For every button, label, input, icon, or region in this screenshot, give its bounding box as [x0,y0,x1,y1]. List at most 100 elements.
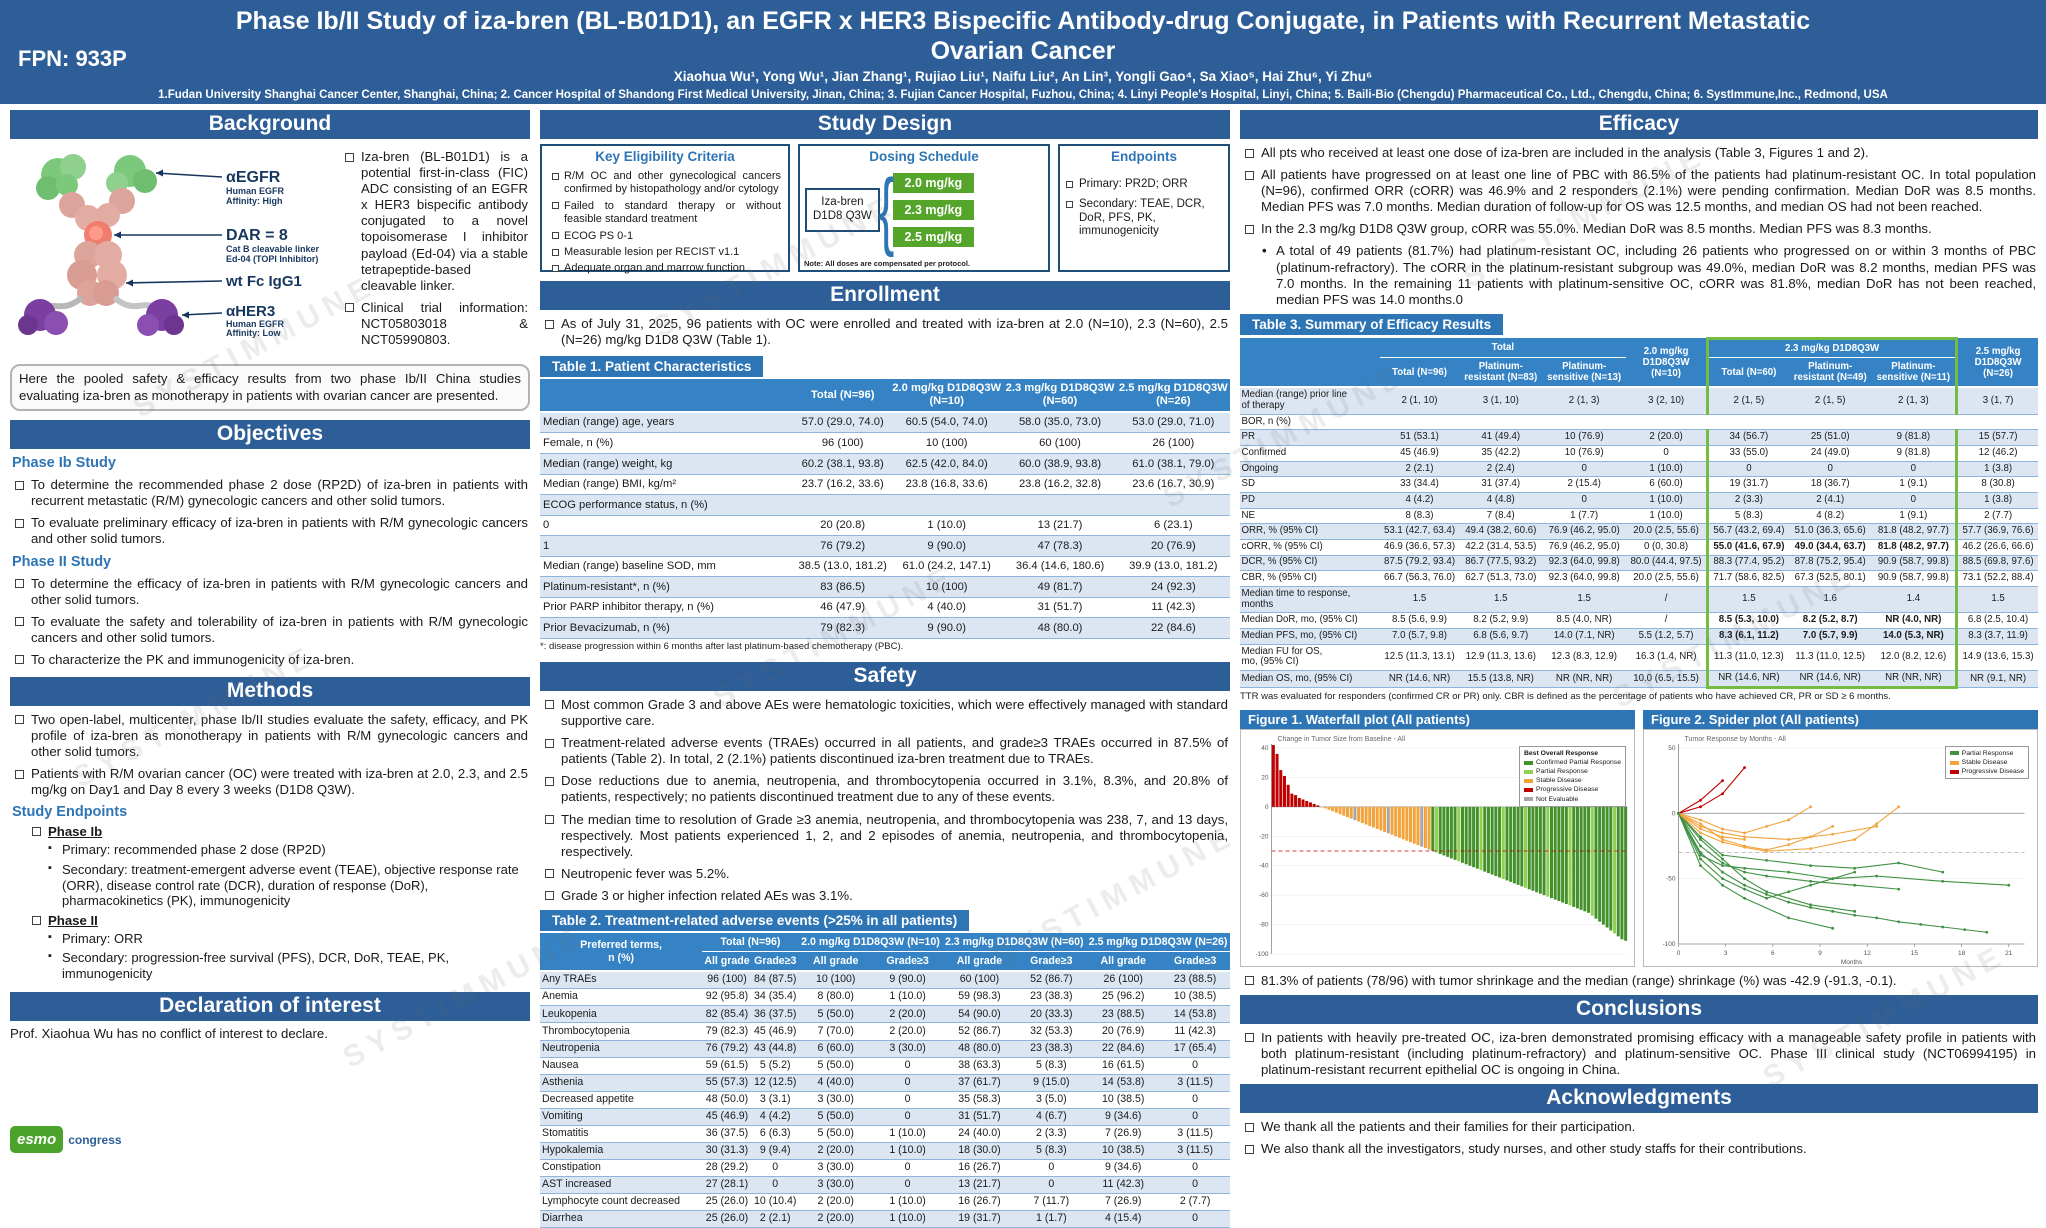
bullet-item: All patients have progressed on at least… [1242,167,2036,215]
endpoints-title: Endpoints [1111,149,1177,164]
figure2-caption: Figure 2. Spider plot (All patients) [1643,709,2038,729]
table-cell: 3 (11.5) [1160,1125,1230,1143]
table-cell: 10 (38.5) [1086,1091,1161,1109]
poster-title-line1: Phase Ib/II Study of iza-bren (BL-B01D1)… [235,7,1811,35]
table-cell: 32 (53.3) [1016,1022,1087,1041]
phase-ib-endpoints: Primary: recommended phase 2 dose (RP2D)… [48,842,530,908]
table-cell: 15.5 (13.8, NR) [1459,670,1543,688]
eligibility-box: Key Eligibility Criteria R/M OC and othe… [540,144,790,274]
table-cell: 3 (11.5) [1160,1142,1230,1160]
bullet-item: To evaluate preliminary efficacy of iza-… [12,515,528,547]
table-cell: 24 (49.0) [1788,445,1872,462]
dose-levels: 2.0 mg/kg 2.3 mg/kg 2.5 mg/kg [892,173,975,247]
middle-column: Study Design Key Eligibility Criteria R/… [540,110,1230,1228]
row-label: Leukopenia [540,1005,703,1024]
table-cell: 10 (38.5) [1086,1142,1161,1160]
table-cell: 12.9 (11.3, 13.6) [1459,644,1543,672]
table-cell: 5 (50.0) [798,1057,873,1075]
phase1b-study-subhead: Phase Ib Study [12,455,116,472]
table-row: PD 4 (4.2) 4 (4.8) 0 1 (10.0) 2 (3.3) 2 (4.1) 0… [1240,492,2038,509]
table-cell: 4 (6.7) [1016,1108,1087,1126]
table-cell: 76 (79.2) [795,535,891,557]
acknowledgments-section-header: Acknowledgments [1240,1084,2038,1114]
table-cell: 6.8 (5.6, 9.7) [1459,628,1543,645]
table-row: Constipation 28 (29.2) 0 3 (30.0) 0 16 (26.7)… [540,1159,1230,1177]
table-cell: NR (4.0, NR) [1871,612,1959,629]
table-cell: 6 (60.0) [798,1040,873,1058]
table-row: AST increased 27 (28.1) 0 3 (30.0) 0 13 (21.7… [540,1176,1230,1194]
bullet-item: Secondary: treatment-emergent adverse ev… [48,862,530,909]
table-cell: 1 (10.0) [890,515,1004,537]
table-cell: 92.3 (64.0, 99.8) [1542,570,1627,587]
table-cell: 2 (3.3) [1016,1125,1087,1143]
table-cell: 31 (51.7) [1003,597,1117,619]
table-cell: 3 (1, 7) [1956,387,2038,415]
table-cell: 49 (81.7) [1003,576,1117,598]
table-cell: 11.3 (11.0, 12.5) [1788,644,1872,672]
table-cell: 1 (10.0) [872,1210,943,1228]
legend-entry: Confirmed Partial Response [1523,758,1621,767]
table-row: Median FU for OS, mo, (95% CI) 12.5 (11.3… [1240,644,2038,672]
table-cell: 5 (8.3) [1016,1142,1087,1160]
row-label: Median (range) prior line of therapy [1240,387,1380,415]
table-cell: 1 (10.0) [1626,461,1708,478]
table-cell: 9 (15.0) [1016,1074,1087,1092]
row-label: ORR, % (95% CI) [1240,523,1380,540]
table-row: 0 20 (20.8) 1 (10.0) 13 (21.7) 6 (23.1) [540,515,1230,537]
table-cell: 2 (20.0) [798,1193,873,1211]
table-cell: 10 (76.9) [1542,445,1627,462]
column-header: Grade≥3 [751,951,799,973]
bullet-item: Secondary: TEAE, DCR, DoR, PFS, PK, immu… [1065,198,1223,239]
poster-title-line2: Ovarian Cancer [930,36,1116,65]
table-cell: 2 (20.0) [798,1142,873,1160]
table-cell: 14 (53.8) [1086,1074,1161,1092]
bullet-item: R/M OC and other gynecological cancers c… [549,170,781,197]
table1-title: Table 1. Patient Characteristics [540,356,764,378]
dosing-note: Note: All doses are compensated per prot… [804,259,971,268]
aher3-label: αHER3 [226,303,275,320]
study-endpoints-subhead: Study Endpoints [12,804,128,821]
endpoints-phase1b: Phase Ib Primary: recommended phase 2 do… [30,824,530,981]
dose-level-box: 2.3 mg/kg [892,200,975,220]
table-cell: 1 (1.7) [1016,1210,1087,1228]
table-cell: 0 [1160,1159,1230,1177]
efficacy-results-table: Total 2.0 mg/kg D1D8Q3W (N=10) 2.3 mg/kg D… [1240,336,2038,689]
column-header: Platinum- sensitive (N=11) [1871,357,1959,389]
table-row: Median DoR, mo, (95% CI) 8.5 (5.6, 9.9) 8.… [1240,612,2038,629]
table-cell: 0 [1016,1159,1087,1177]
table-cell: 8.5 (5.6, 9.9) [1379,612,1460,629]
bullet-item: To characterize the PK and immunogenicit… [12,652,528,668]
table-cell: 54 (90.0) [942,1005,1017,1024]
table-cell: 0 [1160,1210,1230,1228]
table-cell: 16 (26.7) [942,1159,1017,1177]
column-header: All grade [798,951,873,973]
bullet-item: Primary: PR2D; ORR [1065,178,1223,192]
table-cell: 0 [1626,445,1708,462]
phase-ii-label: Phase II [30,913,530,928]
bullet-item: The median time to resolution of Grade ≥… [542,812,1228,860]
table-cell: 55.0 (41.6, 67.9) [1705,539,1789,556]
table-cell: 2 (4.1) [1788,492,1872,509]
table-row: Lymphocyte count decreased 25 (26.0) 10 (1… [540,1193,1230,1211]
table-cell: 16 (61.5) [1086,1057,1161,1075]
table-cell: NR (14.6, NR) [1379,670,1460,688]
methods-section-header: Methods [10,676,530,706]
row-label: Median (range) weight, kg [540,453,796,475]
bullet-item: ECOG PS 0-1 [549,230,781,243]
svg-text:6: 6 [1771,950,1775,957]
table-cell: 2 (20.0) [872,1022,943,1041]
table-cell: 10 (100) [890,432,1004,455]
patient-characteristics-table: Total (N=96) 2.0 mg/kg D1D8Q3W (N=10) 2.3 … [540,379,1230,639]
row-label: Median time to response, months [1240,586,1380,614]
column-header: Grade≥3 [1160,951,1230,973]
table-row: Thrombocytopenia 79 (82.3) 45 (46.9) 7 (70.… [540,1022,1230,1041]
column-header: Platinum- sensitive (N=13) [1542,357,1627,389]
esmo-congress-logo: esmo congress [10,1126,122,1153]
table-cell: 0 [1542,492,1627,509]
table-cell: 20 (20.8) [795,515,891,537]
table-cell: 2 (7.7) [1160,1193,1230,1211]
table3-footnote: TTR was evaluated for responders (confir… [1240,690,1891,702]
table-cell: 7.0 (5.7, 9.9) [1788,628,1872,645]
efficacy-bullets: All pts who received at least one dose o… [1242,145,2036,237]
table-row: Median (range) BMI, kg/m² 23.7 (16.2, 33.… [540,474,1230,496]
